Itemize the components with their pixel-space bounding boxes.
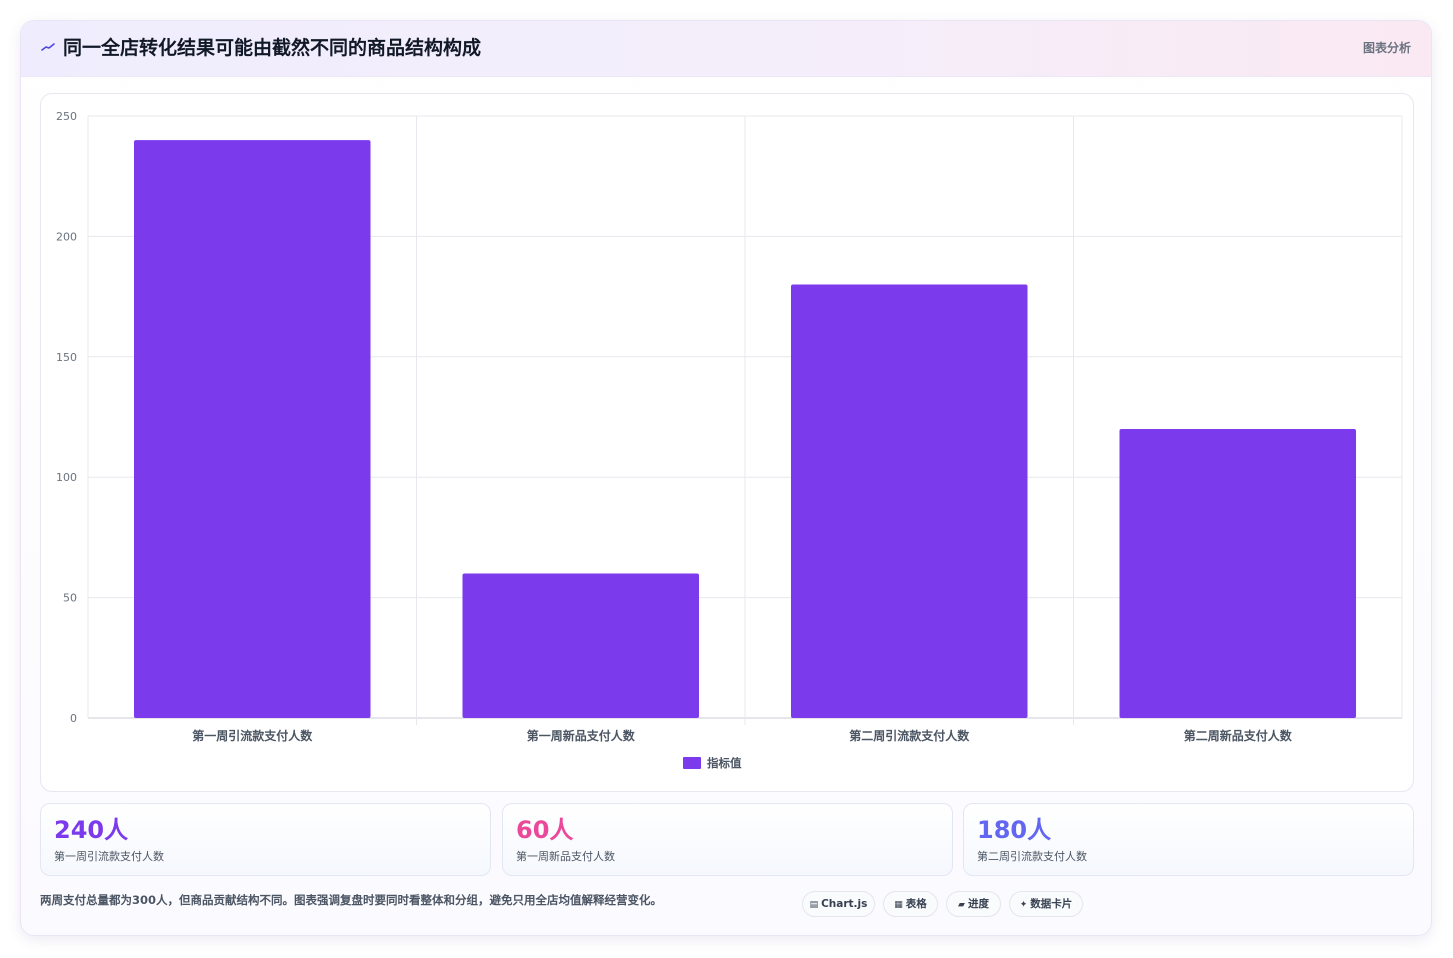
stat-card-week1-new: 60人 第一周新品支付人数: [502, 803, 953, 876]
chart-icon: ▤: [809, 900, 819, 910]
pill-chartjs[interactable]: ▤ Chart.js: [802, 891, 875, 917]
sparkline-icon: [41, 43, 55, 51]
pill-label: 数据卡片: [1030, 898, 1073, 910]
pill-label: 表格: [905, 898, 927, 910]
bar: [790, 284, 1028, 718]
y-tick-label: 100: [56, 471, 77, 484]
pill-progress[interactable]: ▰ 进度: [946, 891, 1001, 917]
stat-label: 第二周引流款支付人数: [977, 850, 1087, 863]
progress-icon: ▰: [958, 900, 965, 910]
x-tick-label: 第二周新品支付人数: [1184, 728, 1293, 743]
y-tick-label: 50: [63, 592, 77, 605]
card-header: 同一全店转化结果可能由截然不同的商品结构构成 图表分析: [21, 21, 1431, 77]
stat-card-week1-traffic: 240人 第一周引流款支付人数: [40, 803, 491, 876]
y-tick-label: 200: [56, 230, 77, 243]
stat-value: 240人: [54, 816, 129, 844]
bar: [1119, 429, 1357, 718]
pill-table[interactable]: ▦ 表格: [883, 891, 938, 917]
legend-label: 指标值: [707, 756, 742, 770]
bar: [133, 140, 371, 718]
chart-card: 同一全店转化结果可能由截然不同的商品结构构成 图表分析 0 50 100 150 200…: [20, 20, 1432, 936]
pill-label: 进度: [967, 898, 989, 910]
legend-swatch: [683, 757, 701, 769]
footer-note: 两周支付总量都为300人，但商品贡献结构不同。图表强调复盘时要同时看整体和分组，…: [40, 893, 662, 907]
y-tick-label: 0: [70, 712, 77, 725]
stat-label: 第一周新品支付人数: [516, 850, 615, 863]
pill-data-cards[interactable]: ✦ 数据卡片: [1009, 891, 1083, 917]
stat-card-week2-traffic: 180人 第二周引流款支付人数: [963, 803, 1414, 876]
pill-label: Chart.js: [821, 898, 868, 910]
bar-chart: 0 50 100 150 200 250 第一周引流款支付人数 第一周新品支付人数 第二周引流款…: [56, 110, 1403, 770]
x-tick-label: 第一周引流款支付人数: [192, 728, 313, 743]
y-tick-label: 250: [56, 110, 77, 123]
chart-area: 0 50 100 150 200 250 第一周引流款支付人数 第一周新品支付人数 第二周引流款…: [40, 93, 1414, 792]
y-tick-label: 150: [56, 351, 77, 364]
page-title: 同一全店转化结果可能由截然不同的商品结构构成: [63, 37, 482, 59]
stat-value: 60人: [516, 816, 574, 844]
chart-analysis-tag: 图表分析: [1362, 41, 1411, 55]
table-icon: ▦: [894, 900, 903, 910]
x-tick-label: 第一周新品支付人数: [527, 728, 636, 743]
stat-label: 第一周引流款支付人数: [54, 850, 164, 863]
bar: [462, 573, 700, 718]
stat-value: 180人: [977, 816, 1052, 844]
x-tick-label: 第二周引流款支付人数: [849, 728, 970, 743]
sparkle-icon: ✦: [1019, 900, 1028, 910]
